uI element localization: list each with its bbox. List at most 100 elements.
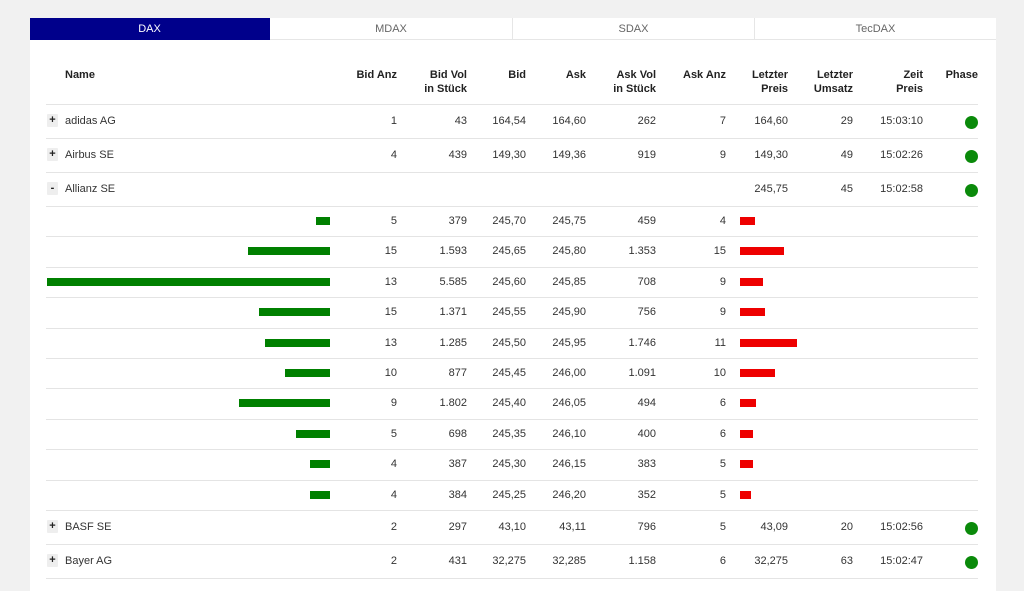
header-divider [46, 104, 978, 105]
phase-indicator-icon [965, 150, 978, 163]
cell-ask-vol: 919 [637, 149, 656, 161]
cell-zeit-preis: 15:02:26 [880, 149, 923, 161]
level-bid: 245,65 [492, 245, 526, 258]
cell-zeit-preis: 15:02:47 [880, 555, 923, 567]
tab-tecdax[interactable]: TecDAX [755, 18, 996, 40]
header-letzter-preis-line2: Preis [761, 83, 788, 95]
cell-letzter-umsatz: 20 [840, 521, 853, 533]
level-bid-anz: 15 [384, 306, 397, 319]
level-ask-vol: 756 [637, 306, 656, 319]
cell-bid-anz: 4 [390, 149, 397, 161]
level-ask-anz: 6 [719, 397, 726, 410]
tab-mdax[interactable]: MDAX [270, 18, 513, 40]
header-ask-anz[interactable]: Ask Anz [683, 69, 726, 81]
level-ask: 246,10 [552, 427, 586, 440]
level-ask: 245,95 [552, 336, 586, 349]
level-bid-anz: 13 [384, 275, 397, 288]
expand-button[interactable]: + [47, 114, 58, 127]
level-ask-anz: 15 [713, 245, 726, 258]
table-row[interactable]: + BASF SE 2 297 43,10 43,11 796 5 43,09 20 15:02:5… [30, 511, 996, 545]
level-bid-anz: 4 [390, 488, 397, 501]
expand-button[interactable]: + [47, 148, 58, 161]
stock-name[interactable]: adidas AG [65, 115, 116, 127]
level-ask-vol: 400 [637, 427, 656, 440]
cell-letzter-preis: 245,75 [754, 183, 788, 195]
cell-bid: 164,54 [492, 115, 526, 127]
bid-volume-bar [239, 399, 330, 408]
cell-bid: 149,30 [492, 149, 526, 161]
expand-button[interactable]: + [47, 520, 58, 533]
level-ask: 245,90 [552, 306, 586, 319]
cell-letzter-umsatz: 45 [840, 183, 853, 195]
cell-zeit-preis: 15:02:58 [880, 183, 923, 195]
level-ask: 246,15 [552, 458, 586, 471]
table-row[interactable]: - Allianz SE 245,75 45 15:02:58 [30, 173, 996, 207]
cell-bid-vol: 439 [448, 149, 467, 161]
cell-bid: 32,275 [492, 555, 526, 567]
stock-name[interactable]: Airbus SE [65, 149, 114, 161]
header-name[interactable]: Name [65, 69, 95, 81]
header-bid[interactable]: Bid [508, 69, 526, 81]
level-bid-vol: 1.802 [439, 397, 467, 410]
cell-letzter-umsatz: 63 [840, 555, 853, 567]
row-divider [46, 138, 978, 139]
row-divider [46, 267, 978, 268]
level-ask: 246,20 [552, 488, 586, 501]
level-bid-vol: 698 [448, 427, 467, 440]
level-bid-vol: 877 [448, 367, 467, 379]
level-ask: 245,75 [552, 215, 586, 227]
orderbook-level-row: 5 379 245,70 245,75 459 4 [30, 207, 996, 237]
header-zeit-preis-line2: Preis [896, 83, 923, 95]
level-ask-vol: 352 [637, 488, 656, 501]
cell-ask-anz: 7 [719, 115, 726, 127]
table-row[interactable]: + Airbus SE 4 439 149,30 149,36 919 9 149,30 49 15… [30, 139, 996, 173]
expand-button[interactable]: + [47, 554, 58, 567]
row-divider [46, 297, 978, 298]
cell-zeit-preis: 15:02:56 [880, 521, 923, 533]
row-divider [46, 206, 978, 207]
header-letzter-umsatz[interactable]: Letzter Umsatz [795, 68, 853, 96]
header-ask[interactable]: Ask [565, 69, 586, 81]
header-ask-vol[interactable]: Ask Vol in Stück [590, 68, 656, 96]
header-bid-anz[interactable]: Bid Anz [356, 69, 397, 81]
cell-bid-vol: 43 [454, 115, 467, 127]
orderbook-level-row: 15 1.593 245,65 245,80 1.353 15 [30, 237, 996, 267]
level-ask-anz: 11 [714, 336, 726, 349]
cell-bid-vol: 297 [448, 521, 467, 533]
header-zeit-preis[interactable]: Zeit Preis [860, 68, 923, 96]
cell-ask-anz: 6 [719, 555, 726, 567]
tab-dax[interactable]: DAX [30, 18, 270, 40]
stock-name[interactable]: BASF SE [65, 521, 112, 533]
cell-letzter-umsatz: 29 [840, 115, 853, 127]
header-phase[interactable]: Phase [945, 69, 978, 81]
stock-name[interactable]: Bayer AG [65, 555, 113, 567]
orderbook-level-row: 13 1.285 245,50 245,95 1.746 11 [30, 329, 996, 359]
level-ask-anz: 5 [719, 458, 726, 471]
header-bid-vol[interactable]: Bid Vol in Stück [400, 68, 467, 96]
level-ask: 246,00 [552, 367, 586, 379]
ask-volume-bar [740, 369, 775, 377]
header-ask-vol-line2: in Stück [613, 83, 656, 95]
level-ask-vol: 1.353 [628, 245, 656, 258]
header-bid-vol-line1: Bid Vol [429, 69, 467, 81]
level-bid-anz: 9 [390, 397, 397, 410]
stock-name[interactable]: Allianz SE [65, 183, 116, 195]
table-row[interactable]: + Bayer AG 2 431 32,275 32,285 1.158 6 32,275 63 1… [30, 545, 996, 579]
level-bid: 245,35 [492, 427, 526, 440]
table-row[interactable]: + adidas AG 1 43 164,54 164,60 262 7 164,60 29 15:… [30, 105, 996, 139]
ask-volume-bar [740, 460, 753, 469]
row-divider [46, 328, 978, 329]
level-bid: 245,40 [492, 397, 526, 410]
collapse-button[interactable]: - [47, 182, 58, 195]
cell-ask: 164,60 [552, 115, 586, 127]
level-ask: 245,85 [552, 275, 586, 288]
cell-ask-anz: 9 [719, 149, 726, 161]
level-bid-anz: 15 [384, 245, 397, 258]
cell-ask-anz: 5 [719, 521, 726, 533]
level-bid-vol: 384 [448, 488, 467, 501]
ask-volume-bar [740, 338, 797, 347]
tab-sdax[interactable]: SDAX [513, 18, 755, 40]
header-letzter-preis[interactable]: Letzter Preis [730, 68, 788, 96]
level-ask-vol: 1.091 [628, 367, 656, 379]
row-divider [46, 578, 978, 579]
